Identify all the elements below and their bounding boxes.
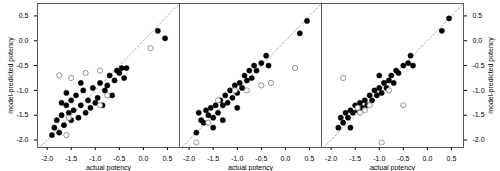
svg-text:0.0: 0.0 xyxy=(139,155,149,162)
svg-text:0.0: 0.0 xyxy=(423,155,433,162)
svg-text:-1.0: -1.0 xyxy=(89,155,101,162)
svg-text:-1.5: -1.5 xyxy=(16,111,28,118)
svg-text:0.5: 0.5 xyxy=(447,155,457,162)
svg-text:-1.5: -1.5 xyxy=(65,155,77,162)
svg-text:-0.5: -0.5 xyxy=(397,155,409,162)
svg-text:-2.0: -2.0 xyxy=(473,136,485,143)
svg-text:-1.0: -1.0 xyxy=(231,155,243,162)
svg-text:-1.0: -1.0 xyxy=(473,87,485,94)
svg-text:-2.0: -2.0 xyxy=(325,155,337,162)
svg-text:actual potency: actual potency xyxy=(86,164,132,171)
svg-text:-0.5: -0.5 xyxy=(255,155,267,162)
svg-text:0.0: 0.0 xyxy=(473,37,483,44)
svg-text:-2.0: -2.0 xyxy=(183,155,195,162)
svg-text:-1.5: -1.5 xyxy=(349,155,361,162)
svg-text:-2.0: -2.0 xyxy=(41,155,53,162)
svg-text:0.5: 0.5 xyxy=(163,155,173,162)
svg-text:0.5: 0.5 xyxy=(473,12,483,19)
svg-text:-1.5: -1.5 xyxy=(473,111,485,118)
svg-text:0.5: 0.5 xyxy=(19,12,29,19)
svg-text:0.5: 0.5 xyxy=(305,155,315,162)
svg-text:-2.0: -2.0 xyxy=(16,136,28,143)
svg-text:actual potency: actual potency xyxy=(370,164,416,171)
svg-text:-1.0: -1.0 xyxy=(373,155,385,162)
svg-text:-0.5: -0.5 xyxy=(473,62,485,69)
svg-text:model-predicted potency: model-predicted potency xyxy=(487,37,495,114)
svg-text:-0.5: -0.5 xyxy=(113,155,125,162)
svg-text:0.0: 0.0 xyxy=(19,37,29,44)
svg-text:model-predicted potency: model-predicted potency xyxy=(7,37,15,114)
svg-text:actual potency: actual potency xyxy=(228,164,274,171)
svg-text:-1.0: -1.0 xyxy=(16,87,28,94)
svg-text:-1.5: -1.5 xyxy=(207,155,219,162)
svg-text:0.0: 0.0 xyxy=(281,155,291,162)
svg-text:-0.5: -0.5 xyxy=(16,62,28,69)
